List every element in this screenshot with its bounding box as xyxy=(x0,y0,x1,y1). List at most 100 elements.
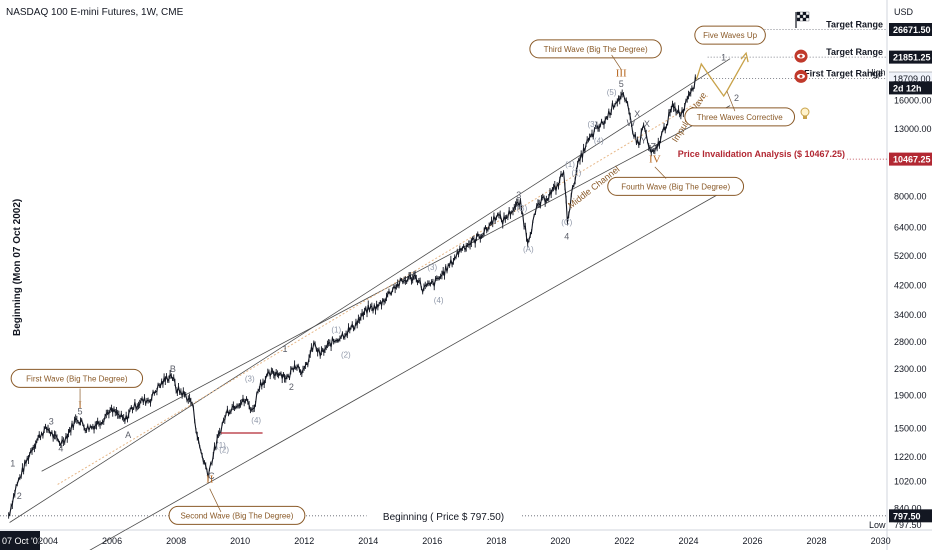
wave-label-42: X xyxy=(634,109,640,119)
y-tick-label: 16000.00 xyxy=(894,95,932,105)
flag-cell xyxy=(796,11,801,16)
y-tick-label: 1900.00 xyxy=(894,391,927,401)
subwave-label-37: (3) xyxy=(588,120,598,129)
projection-arrow xyxy=(740,51,749,63)
level-label-bg xyxy=(655,149,847,161)
x-tick-label: 2026 xyxy=(742,536,762,546)
level-label-2: First Target Range xyxy=(804,68,883,78)
price-tag-bg-0 xyxy=(889,23,932,37)
wave-label-14: 3 xyxy=(49,417,54,427)
roman-label-8: I xyxy=(78,400,82,412)
channel-line-1 xyxy=(41,105,731,472)
y-tick-label: 5200.00 xyxy=(894,251,927,261)
price-tag-label-7: 797.50 xyxy=(893,511,921,521)
flag-cell xyxy=(802,14,807,19)
flag-cell xyxy=(799,14,804,19)
subwave-label-27: (2) xyxy=(341,351,351,360)
price-tag-label-0: 26671.50 xyxy=(893,25,931,35)
x-tick-label: 2004 xyxy=(38,536,58,546)
level-label-0: Target Range xyxy=(826,20,883,30)
wave-label-16: 5 xyxy=(78,406,83,416)
horizontal-levels: Target Range Target Range First Target Ran… xyxy=(0,20,887,523)
subwave-label-36: (2) xyxy=(571,168,581,177)
level-label-4: Beginning ( Price $ 797.50) xyxy=(383,512,504,523)
wave-label-17: A xyxy=(125,430,131,440)
x-tick-label: 2022 xyxy=(614,536,634,546)
eye-icon-pupil xyxy=(799,74,803,78)
lightbulb-base xyxy=(803,116,807,119)
price-tag-label-8: Low xyxy=(869,520,886,530)
y-tick-label: 8000.00 xyxy=(894,191,927,201)
price-tag-label-3: High xyxy=(867,68,886,78)
subwave-label-20: (1) xyxy=(216,441,226,450)
roman-label-10: III xyxy=(616,67,627,79)
callout-label-2: Third Wave (Big The Degree) xyxy=(544,45,648,54)
wave-label-13: 2 xyxy=(17,491,22,501)
currency-label: USD xyxy=(894,7,914,17)
x-tick-label: 2028 xyxy=(807,536,827,546)
subwave-label-38: (4) xyxy=(594,137,604,146)
wave-label-25: 2 xyxy=(289,382,294,392)
wave-label-40: 5 xyxy=(619,79,624,89)
price-tag-bg-7 xyxy=(889,509,932,523)
y-tick-label: 3400.00 xyxy=(894,310,927,320)
price-series xyxy=(8,74,697,519)
chart-icons xyxy=(794,11,810,119)
roman-label-9: II xyxy=(206,473,214,485)
checkered-flag-icon xyxy=(795,11,810,28)
callout-box-4 xyxy=(694,25,766,45)
flag-cell xyxy=(805,17,810,22)
subwave-label-31: (B) xyxy=(517,204,528,213)
subwave-label-32: (A) xyxy=(523,245,534,254)
callout-label-1: Second Wave (Big The Degree) xyxy=(180,511,293,520)
y-tick-label: 1500.00 xyxy=(894,423,927,433)
projection-series xyxy=(695,51,749,98)
y-tick-label: 13000.00 xyxy=(894,124,932,134)
x-tick-label: 2010 xyxy=(230,536,250,546)
subwave-label-39: (5) xyxy=(607,88,617,97)
eye-icon xyxy=(794,69,808,83)
price-tag-label-4: 18709.00 xyxy=(893,74,931,84)
price-tag-bg-5 xyxy=(889,81,932,95)
subwave-label-22: (3) xyxy=(245,375,255,384)
eye-icon xyxy=(794,49,808,63)
price-tag-label-1: 21851.25 xyxy=(893,53,931,63)
price-tag-label-5: 2d 12h xyxy=(893,83,922,93)
price-tag-bg-1 xyxy=(889,50,932,64)
y-tick-label: 4200.00 xyxy=(894,281,927,291)
x-tick-label: 2008 xyxy=(166,536,186,546)
wave-label-43: Y xyxy=(641,136,647,146)
level-label-3: Price Invalidation Analysis ($ 10467.25) xyxy=(678,149,845,159)
flag-cell xyxy=(802,17,807,22)
level-label-1: Target Range xyxy=(826,47,883,57)
wave-label-45: Z xyxy=(650,142,656,152)
x-tick-label: 2024 xyxy=(678,536,698,546)
x-tick-label: 07 Oct '02 xyxy=(2,536,43,546)
lightbulb-glass xyxy=(800,107,810,117)
x-tick-label: 2014 xyxy=(358,536,378,546)
subwave-label-28: (3) xyxy=(427,263,437,272)
callout-connector-1 xyxy=(209,488,222,513)
wave-label-30: 3 xyxy=(516,190,521,200)
price-line xyxy=(8,75,697,516)
price-tag-bg-6 xyxy=(889,152,932,166)
y-tick-label: 6400.00 xyxy=(894,222,927,232)
callout-boxes: First Wave (Big The Degree) Second Wave (… xyxy=(10,25,796,525)
wave-label-44: X xyxy=(644,119,650,129)
y-tick-label: 2300.00 xyxy=(894,364,927,374)
x-tick-label: 2020 xyxy=(550,536,570,546)
trend-channels xyxy=(9,58,731,550)
flag-cell xyxy=(796,17,801,22)
flag-cell xyxy=(802,11,807,16)
price-axis: 16000.00 13000.00 8000.00 6400.00 5200.00 420… xyxy=(867,23,932,530)
y-tick-label: 2800.00 xyxy=(894,337,927,347)
level-label-bg xyxy=(366,508,521,522)
price-tag-label-6: 10467.25 xyxy=(893,155,931,165)
channel-line-2 xyxy=(89,190,724,550)
y-axis-label: Beginning (Mon 07 Oct 2002) xyxy=(12,199,23,336)
subwave-label-23: (4) xyxy=(251,416,261,425)
wave-label-47: 2 xyxy=(734,93,739,103)
flag-cell xyxy=(799,17,804,22)
